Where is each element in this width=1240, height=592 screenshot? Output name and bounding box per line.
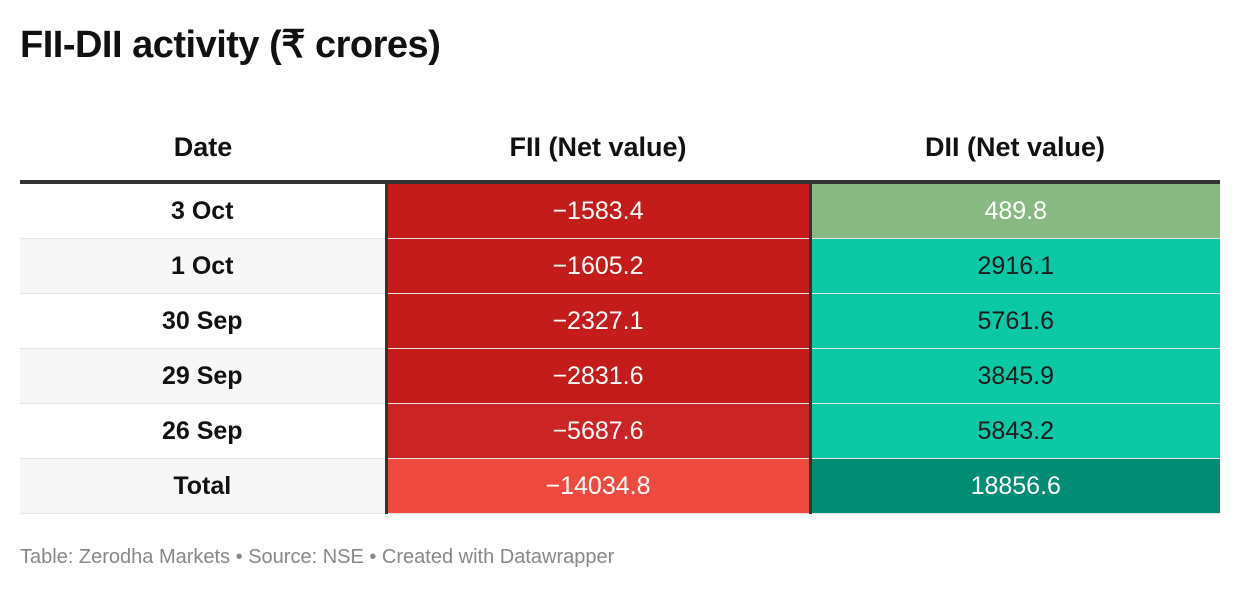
fii-value-cell: −1583.4	[386, 182, 812, 239]
fii-value-cell: −1605.2	[386, 238, 812, 294]
total-label-cell: Total	[20, 458, 388, 514]
dii-value-cell: 2916.1	[810, 238, 1220, 294]
dii-total-cell: 18856.6	[810, 458, 1220, 514]
table-row: 26 Sep −5687.6 5843.2	[20, 403, 1220, 459]
table-row: 1 Oct −1605.2 2916.1	[20, 238, 1220, 294]
header-row: Date FII (Net value) DII (Net value)	[20, 114, 1220, 184]
table-body: 3 Oct −1583.4 489.8 1 Oct −1605.2 2916.1…	[20, 182, 1220, 514]
dii-value-cell: 3845.9	[810, 348, 1220, 404]
table-footer-credits: Table: Zerodha Markets • Source: NSE • C…	[20, 546, 615, 568]
total-row: Total −14034.8 18856.6	[20, 458, 1220, 514]
column-header-dii[interactable]: DII (Net value)	[810, 114, 1220, 184]
dii-value-cell: 489.8	[810, 182, 1220, 239]
dii-value-cell: 5843.2	[810, 403, 1220, 459]
date-cell: 26 Sep	[20, 403, 388, 459]
table-header: Date FII (Net value) DII (Net value)	[20, 114, 1220, 184]
date-cell: 29 Sep	[20, 348, 388, 404]
table-row: 29 Sep −2831.6 3845.9	[20, 348, 1220, 404]
date-cell: 3 Oct	[20, 182, 388, 239]
date-cell: 1 Oct	[20, 238, 388, 294]
fii-value-cell: −2327.1	[386, 293, 812, 349]
table-row: 30 Sep −2327.1 5761.6	[20, 293, 1220, 349]
fii-dii-table: Date FII (Net value) DII (Net value) 3 O…	[20, 114, 1220, 514]
table-row: 3 Oct −1583.4 489.8	[20, 182, 1220, 239]
column-header-fii[interactable]: FII (Net value)	[386, 114, 810, 184]
fii-value-cell: −2831.6	[386, 348, 812, 404]
fii-value-cell: −5687.6	[386, 403, 812, 459]
column-header-date[interactable]: Date	[20, 114, 386, 184]
date-cell: 30 Sep	[20, 293, 388, 349]
table-title: FII-DII activity (₹ crores)	[20, 24, 441, 66]
fii-total-cell: −14034.8	[386, 458, 812, 514]
dii-value-cell: 5761.6	[810, 293, 1220, 349]
